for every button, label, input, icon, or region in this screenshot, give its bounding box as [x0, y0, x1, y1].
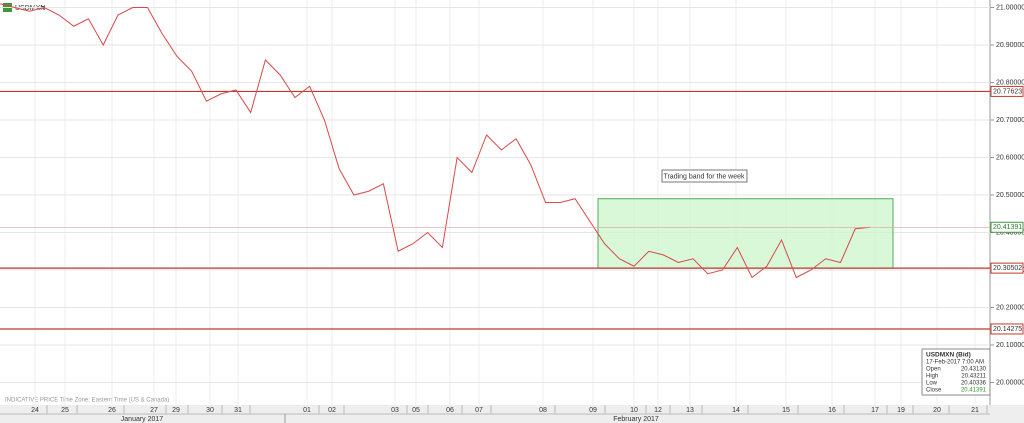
x-tick-label: 15 — [782, 407, 790, 414]
info-time: 17-Feb-2017 7:00 AM — [926, 360, 984, 366]
x-tick-label: 17 — [871, 407, 879, 414]
info-key: Close — [926, 388, 942, 394]
level-label: 20.77623 — [993, 88, 1022, 95]
x-tick-label: 24 — [31, 407, 39, 414]
y-tick-label: 20.70000 — [996, 117, 1024, 124]
x-tick-label: 27 — [150, 407, 158, 414]
info-value: 20.43211 — [961, 374, 986, 380]
level-label-box — [990, 85, 1024, 97]
info-value: 20.43130 — [961, 367, 987, 373]
y-tick-label: 20.50000 — [996, 192, 1024, 199]
x-tick-label: 09 — [589, 407, 597, 414]
y-tick-label: 20.10000 — [996, 342, 1024, 349]
info-value: 20.40336 — [961, 381, 987, 387]
info-key: Low — [926, 381, 938, 387]
y-tick-label: 21.00000 — [996, 4, 1024, 11]
x-tick-label: 14 — [732, 407, 740, 414]
x-tick-label: 06 — [446, 407, 454, 414]
footer-note: INDICATIVE PRICE Time Zone: Eastern Time… — [5, 398, 169, 404]
x-tick-label: 13 — [686, 407, 694, 414]
symbol[interactable]: USDMXN — [15, 5, 45, 12]
y-tick-label: 20.00000 — [996, 379, 1024, 386]
x-tick-label: 30 — [206, 407, 214, 414]
month-label: January 2017 — [121, 416, 164, 423]
x-tick-label: 21 — [971, 407, 979, 414]
level-label: 20.30502 — [993, 265, 1022, 272]
info-key: High — [926, 374, 938, 380]
annotation: Trading band for the week — [663, 173, 745, 180]
x-tick-label: 02 — [328, 407, 336, 414]
x-tick-label: 07 — [475, 407, 483, 414]
x-tick-label: 12 — [654, 407, 662, 414]
level-label-box — [990, 323, 1024, 335]
x-tick-label: 25 — [61, 407, 69, 414]
x-tick-label: 20 — [933, 407, 941, 414]
last-price-label: 20.41391 — [993, 224, 1022, 231]
x-tick-label: 01 — [303, 407, 311, 414]
level-label-box — [990, 262, 1024, 274]
y-tick-label: 20.20000 — [996, 304, 1024, 311]
last-price-box — [990, 221, 1024, 233]
info-value: 20.41391 — [961, 388, 987, 394]
y-tick-label: 20.80000 — [996, 79, 1024, 86]
annotation-box — [661, 169, 748, 183]
info-key: Open — [926, 367, 941, 373]
x-tick-label: 26 — [108, 407, 116, 414]
y-tick-label: 20.60000 — [996, 154, 1024, 161]
x-tick-label: 16 — [828, 407, 836, 414]
x-tick-label: 03 — [391, 407, 399, 414]
x-tick-label: 29 — [172, 407, 180, 414]
level-label: 20.14275 — [993, 326, 1022, 333]
x-tick-label: 19 — [897, 407, 905, 414]
x-tick-label: 05 — [412, 407, 420, 414]
x-tick-label: 31 — [234, 407, 242, 414]
month-label: February 2017 — [613, 416, 659, 423]
info-panel — [921, 348, 991, 396]
info-title: USDMXN (Bid) — [926, 352, 971, 359]
price-line — [0, 3, 871, 279]
dropdown-arrow[interactable]: ▼ — [40, 6, 46, 12]
y-tick-label: 20.40000 — [996, 229, 1024, 236]
trading-band — [597, 198, 894, 269]
x-tick-label: 08 — [539, 407, 547, 414]
x-tick-label: 10 — [630, 407, 638, 414]
y-tick-label: 20.90000 — [996, 42, 1024, 49]
